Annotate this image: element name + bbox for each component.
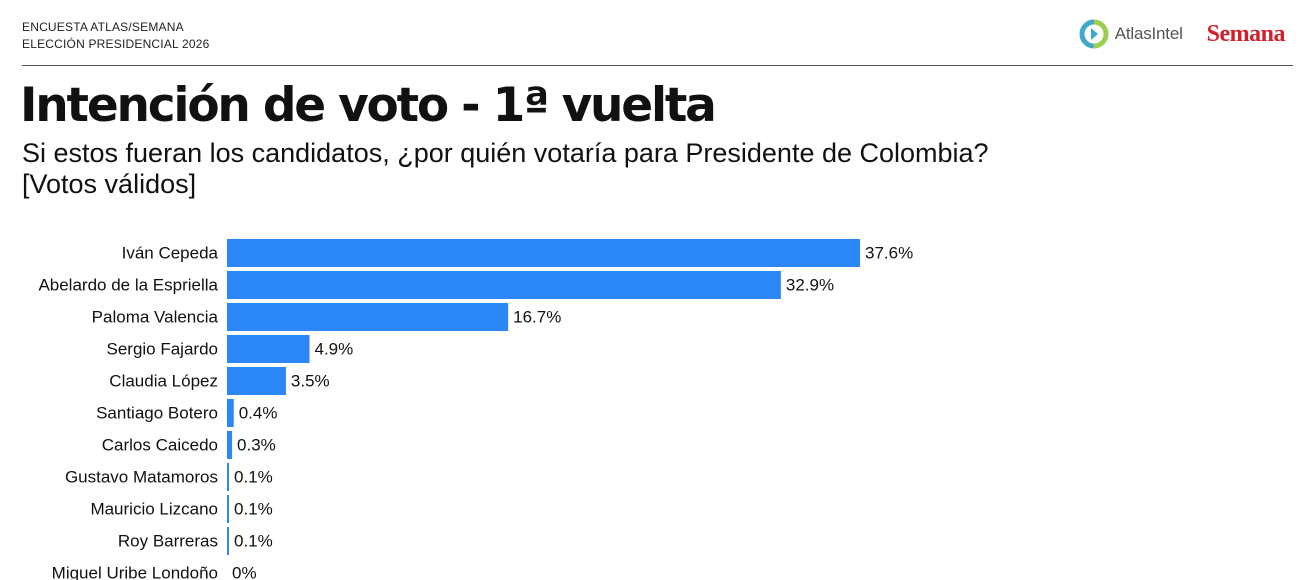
- bar: [227, 463, 229, 491]
- value-label: 0.1%: [234, 532, 273, 551]
- value-label: 0.3%: [237, 436, 276, 455]
- category-label: Roy Barreras: [118, 532, 218, 551]
- chart-subtitle-line-2: [Votos válidos]: [22, 169, 197, 199]
- survey-header-line-2: ELECCIÓN PRESIDENCIAL 2026: [22, 37, 210, 51]
- category-label: Claudia López: [109, 372, 218, 391]
- bar: [227, 271, 781, 299]
- bar: [227, 239, 860, 267]
- category-label: Mauricio Lizcano: [90, 500, 218, 519]
- value-label: 0.4%: [239, 404, 278, 423]
- category-label: Abelardo de la Espriella: [38, 276, 218, 295]
- value-label: 32.9%: [786, 276, 834, 295]
- category-label: Paloma Valencia: [92, 308, 219, 327]
- value-label: 0.1%: [234, 468, 273, 487]
- category-label: Miguel Uribe Londoño: [52, 564, 218, 580]
- category-label: Sergio Fajardo: [106, 340, 218, 359]
- atlasintel-mark-icon: [1079, 19, 1109, 49]
- value-label: 4.9%: [314, 340, 353, 359]
- logos: AtlasIntel Semana: [1079, 18, 1286, 50]
- bar: [227, 367, 286, 395]
- survey-header: ENCUESTA ATLAS/SEMANA ELECCIÓN PRESIDENC…: [22, 19, 210, 53]
- category-label: Santiago Botero: [96, 404, 218, 423]
- chart-subtitle-line-1: Si estos fueran los candidatos, ¿por qui…: [22, 138, 989, 168]
- value-label: 0.1%: [234, 500, 273, 519]
- bar: [227, 335, 310, 363]
- chart-subtitle: Si estos fueran los candidatos, ¿por qui…: [22, 138, 1222, 200]
- category-label: Iván Cepeda: [122, 244, 219, 263]
- semana-logo: Semana: [1206, 20, 1286, 47]
- bar: [227, 527, 229, 555]
- header-divider: [22, 65, 1293, 66]
- bar: [227, 399, 234, 427]
- category-label: Carlos Caicedo: [102, 436, 218, 455]
- category-label: Gustavo Matamoros: [65, 468, 218, 487]
- value-label: 0%: [232, 564, 257, 580]
- atlasintel-logo: AtlasIntel: [1079, 19, 1183, 49]
- value-label: 16.7%: [513, 308, 561, 327]
- survey-header-line-1: ENCUESTA ATLAS/SEMANA: [22, 20, 184, 34]
- value-label: 37.6%: [865, 244, 913, 263]
- atlasintel-wordmark: AtlasIntel: [1114, 24, 1183, 43]
- chart-title: Intención de voto - 1ª vuelta: [20, 78, 717, 133]
- bar: [227, 495, 229, 523]
- bar: [227, 303, 509, 331]
- value-label: 3.5%: [291, 372, 330, 391]
- bar: [227, 431, 233, 459]
